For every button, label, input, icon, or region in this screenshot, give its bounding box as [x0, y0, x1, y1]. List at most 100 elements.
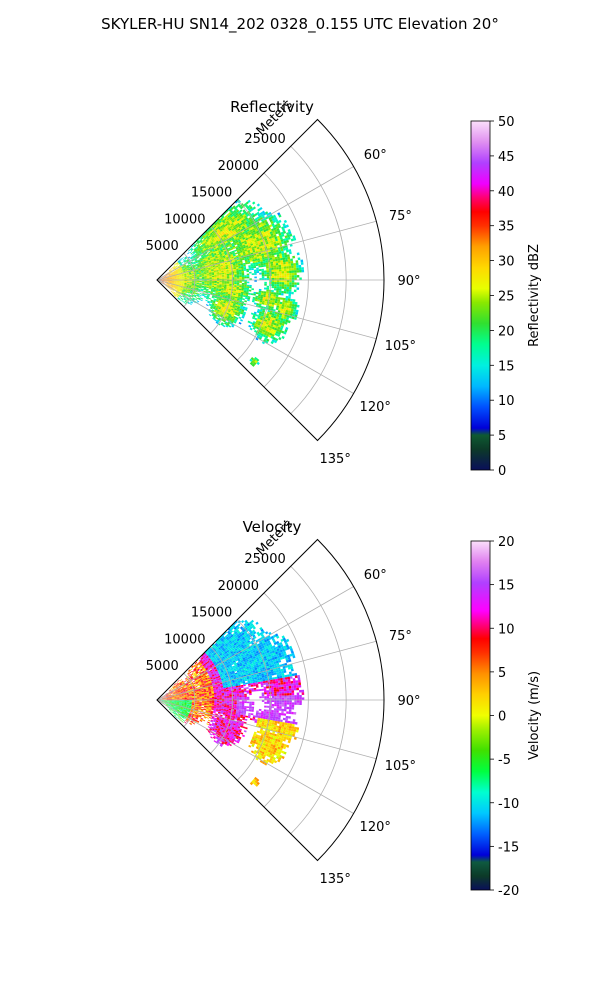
reflectivity-cell: [201, 274, 205, 276]
velocity-cell: [211, 716, 215, 719]
velocity-cell: [189, 712, 192, 715]
reflectivity-cell: [185, 289, 188, 292]
velocity-cell: [191, 694, 195, 696]
reflectivity-cell: [207, 246, 211, 250]
reflectivity-cell: [204, 284, 207, 287]
reflectivity-cell: [195, 288, 199, 291]
reflectivity-cell: [286, 254, 290, 258]
reflectivity-cell: [184, 301, 187, 304]
velocity-cell: [173, 693, 176, 695]
reflectivity-panel: Reflectivity 50001000015000200002500060°…: [146, 97, 542, 479]
reflectivity-cell: [196, 271, 199, 273]
reflectivity-cell: [237, 215, 241, 219]
velocity-cell: [203, 705, 207, 707]
velocity-cell: [174, 695, 177, 697]
velocity-cell: [196, 694, 200, 696]
reflectivity-cell: [301, 267, 304, 270]
reflectivity-cell: [174, 276, 177, 277]
reflectivity-cell: [204, 255, 207, 258]
reflectivity-cell: [185, 270, 189, 272]
reflectivity-cell: [215, 317, 219, 320]
reflectivity-cell: [197, 249, 201, 253]
reflectivity-cell: [198, 246, 202, 250]
reflectivity-cell: [266, 285, 270, 288]
velocity-cell: [204, 714, 208, 717]
velocity-cell: [176, 702, 180, 704]
reflectivity-cell: [184, 291, 187, 294]
velocity-cell: [172, 707, 176, 709]
reflectivity-cell: [216, 272, 220, 274]
reflectivity-cell: [245, 245, 249, 248]
reflectivity-cell: [163, 275, 167, 277]
reflectivity-cell: [247, 297, 251, 300]
reflectivity-cell: [270, 323, 274, 327]
reflectivity-cell: [249, 229, 253, 233]
reflectivity-cell: [262, 227, 266, 231]
reflectivity-cell: [184, 275, 187, 277]
velocity-cell: [213, 707, 217, 710]
velocity-cell: [191, 700, 195, 702]
reflectivity-cell: [242, 252, 246, 256]
reflectivity-cell: [181, 275, 185, 277]
reflectivity-cell: [191, 259, 195, 262]
reflectivity-cell: [171, 284, 174, 286]
reflectivity-cell: [226, 272, 230, 274]
velocity-cell: [181, 703, 185, 705]
velocity-cell: [201, 692, 204, 694]
velocity-cell: [199, 668, 203, 671]
reflectivity-cell: [273, 263, 276, 266]
reflectivity-cell: [240, 310, 244, 314]
reflectivity-cell: [227, 295, 231, 297]
reflectivity-cell: [177, 260, 180, 263]
reflectivity-cell: [168, 285, 171, 287]
reflectivity-cell: [202, 247, 206, 251]
reflectivity-cell: [281, 226, 285, 230]
reflectivity-cell: [254, 273, 257, 275]
reflectivity-cell: [190, 270, 194, 273]
reflectivity-cell: [218, 259, 222, 262]
reflectivity-cell: [188, 269, 191, 272]
reflectivity-cell: [271, 302, 275, 305]
reflectivity-cell: [191, 284, 195, 286]
velocity-cell: [207, 671, 211, 674]
velocity-cell: [207, 666, 211, 670]
reflectivity-cell: [257, 314, 261, 318]
reflectivity-cell: [291, 277, 295, 280]
reflectivity-cell: [289, 270, 292, 274]
reflectivity-cell: [245, 292, 249, 295]
reflectivity-cell: [265, 235, 269, 238]
reflectivity-cell: [175, 287, 178, 290]
reflectivity-cell: [296, 287, 300, 290]
reflectivity-cell: [254, 217, 258, 221]
velocity-cell: [206, 701, 210, 703]
reflectivity-cell: [198, 285, 202, 288]
reflectivity-cell: [280, 260, 284, 263]
velocity-cell: [174, 701, 177, 703]
reflectivity-cell: [212, 244, 215, 247]
reflectivity-cell: [213, 225, 217, 229]
velocity-cell: [205, 711, 209, 713]
reflectivity-cell: [223, 230, 227, 233]
reflectivity-cell: [233, 241, 237, 245]
reflectivity-cell: [166, 277, 170, 279]
reflectivity-cell: [177, 269, 180, 271]
reflectivity-cell: [279, 282, 282, 285]
velocity-cell: [204, 701, 207, 703]
reflectivity-cell: [236, 286, 240, 289]
velocity-cell: [171, 702, 175, 704]
reflectivity-cell: [191, 286, 194, 288]
reflectivity-cell: [227, 227, 231, 230]
reflectivity-cell: [221, 286, 225, 289]
velocity-cell: [211, 708, 214, 710]
reflectivity-cell: [184, 275, 187, 277]
reflectivity-cell: [166, 281, 170, 282]
velocity-cell: [216, 678, 219, 681]
reflectivity-cell: [226, 244, 230, 248]
reflectivity-cell: [232, 262, 236, 264]
reflectivity-cell: [273, 265, 277, 268]
velocity-cell: [209, 727, 213, 730]
reflectivity-cell: [166, 283, 169, 285]
reflectivity-cell: [233, 255, 237, 258]
reflectivity-cell: [188, 249, 191, 252]
reflectivity-cell: [286, 270, 290, 274]
